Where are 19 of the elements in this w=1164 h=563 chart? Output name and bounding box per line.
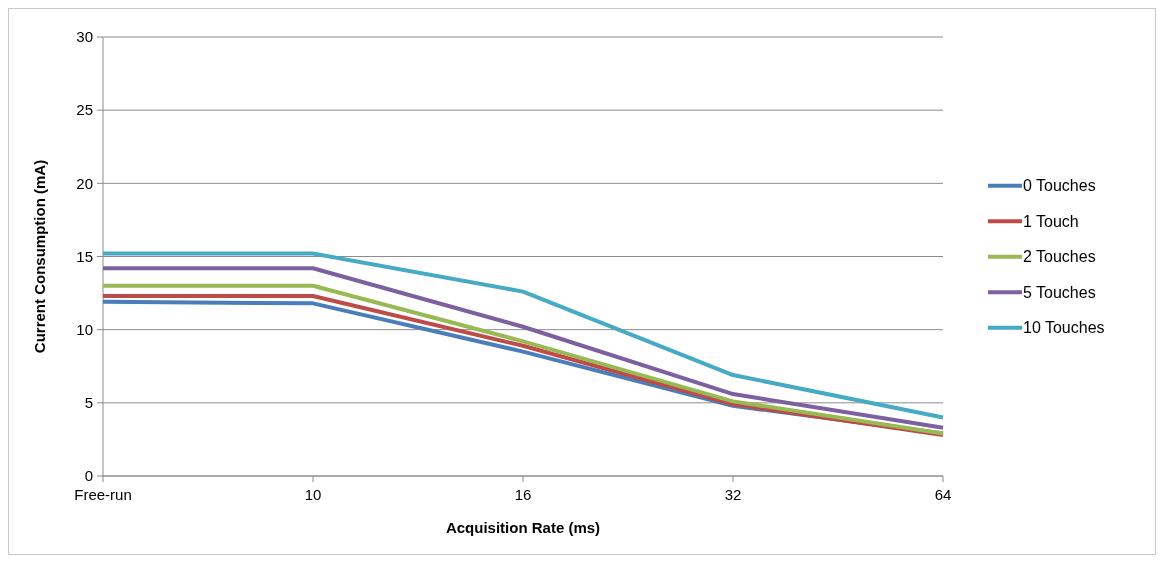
x-tick-label: 16 (514, 486, 532, 503)
y-tick-label: 30 (76, 28, 93, 46)
y-tick-label: 0 (84, 467, 93, 485)
y-tick-label: 10 (76, 320, 93, 338)
legend-label: 2 Touches (1023, 248, 1096, 266)
x-tick-label: 32 (724, 486, 742, 503)
y-tick-label: 5 (84, 394, 93, 412)
x-tick-label: Free-run (74, 486, 132, 503)
x-tick-label: 10 (304, 486, 322, 503)
legend-label: 5 Touches (1023, 283, 1096, 301)
y-tick-label: 15 (76, 247, 93, 265)
legend-label: 1 Touch (1023, 212, 1079, 230)
y-tick-label: 20 (76, 174, 93, 192)
y-tick-label: 25 (76, 101, 93, 119)
legend-label: 0 Touches (1023, 177, 1096, 195)
x-tick-label: 64 (934, 486, 952, 503)
y-axis-title: Current Consumption (mA) (31, 159, 48, 354)
legend-label: 10 Touches (1023, 319, 1105, 337)
x-axis-title: Acquisition Rate (ms) (445, 519, 601, 536)
